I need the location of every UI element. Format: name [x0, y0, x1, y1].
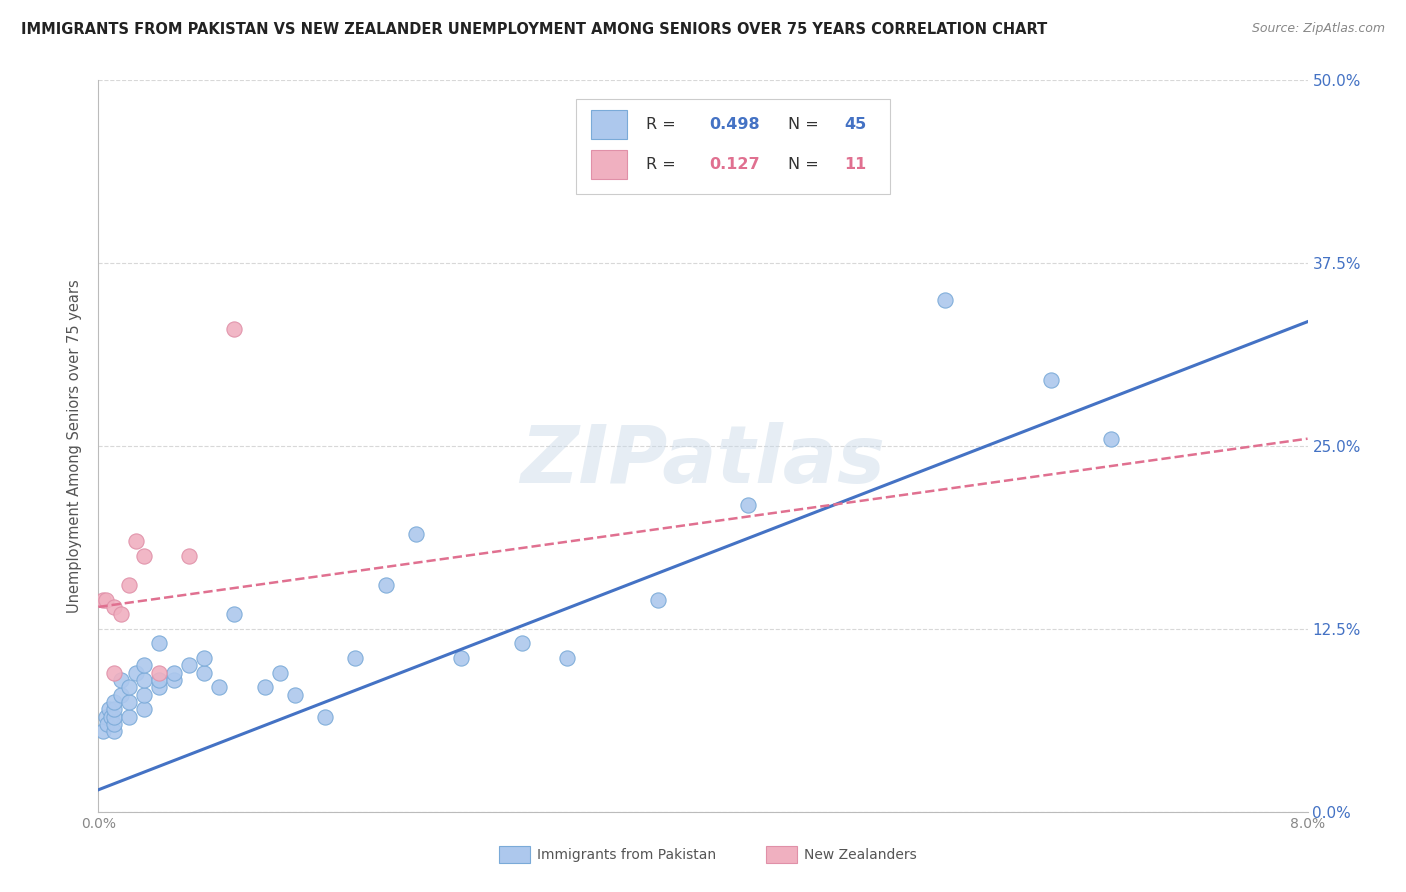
Point [934, 293, 956, 307]
Point [163, 673, 186, 687]
Point [284, 688, 307, 702]
Point [132, 673, 155, 687]
Point [253, 681, 276, 695]
Point [510, 636, 533, 650]
Point [405, 526, 427, 541]
Point [1039, 373, 1062, 387]
Point [91, 592, 114, 607]
Point [179, 549, 201, 563]
Point [132, 658, 155, 673]
Text: New Zealanders: New Zealanders [804, 847, 917, 862]
Point [1099, 432, 1122, 446]
Point [148, 636, 170, 650]
Point [148, 673, 170, 687]
Point [110, 673, 132, 687]
Point [132, 549, 155, 563]
Point [118, 681, 141, 695]
Point [98, 702, 121, 716]
Point [193, 665, 215, 680]
Point [555, 651, 578, 665]
Point [148, 681, 170, 695]
Bar [591, 150, 627, 179]
Text: Immigrants from Pakistan: Immigrants from Pakistan [537, 847, 716, 862]
Bar [591, 110, 627, 139]
Point [125, 665, 148, 680]
Point [103, 599, 125, 614]
Text: N =: N = [787, 117, 818, 132]
Point [374, 578, 396, 592]
Text: 11: 11 [845, 157, 866, 172]
Point [103, 717, 125, 731]
Point [100, 709, 122, 723]
Point [737, 498, 759, 512]
Point [224, 607, 246, 622]
Text: N =: N = [787, 157, 818, 172]
Point [94, 709, 117, 723]
Point [132, 688, 155, 702]
Text: Source: ZipAtlas.com: Source: ZipAtlas.com [1251, 22, 1385, 36]
Point [269, 665, 291, 680]
Point [179, 658, 201, 673]
Y-axis label: Unemployment Among Seniors over 75 years: Unemployment Among Seniors over 75 years [67, 279, 83, 613]
Point [647, 592, 669, 607]
Point [148, 665, 170, 680]
Point [224, 322, 246, 336]
Point [163, 665, 186, 680]
Text: 0.498: 0.498 [709, 117, 759, 132]
Point [91, 724, 114, 739]
Point [103, 695, 125, 709]
Point [103, 709, 125, 723]
Point [208, 681, 231, 695]
Point [125, 534, 148, 549]
Point [132, 702, 155, 716]
Point [118, 695, 141, 709]
Point [103, 724, 125, 739]
Point [94, 592, 117, 607]
Point [193, 651, 215, 665]
Text: IMMIGRANTS FROM PAKISTAN VS NEW ZEALANDER UNEMPLOYMENT AMONG SENIORS OVER 75 YEA: IMMIGRANTS FROM PAKISTAN VS NEW ZEALANDE… [21, 22, 1047, 37]
Point [118, 709, 141, 723]
Point [110, 607, 132, 622]
Text: 45: 45 [845, 117, 866, 132]
Point [118, 578, 141, 592]
FancyBboxPatch shape [576, 99, 890, 194]
Text: R =: R = [647, 157, 676, 172]
Text: 0.127: 0.127 [709, 157, 759, 172]
Point [450, 651, 472, 665]
Point [103, 665, 125, 680]
Text: R =: R = [647, 117, 676, 132]
Point [103, 702, 125, 716]
Text: ZIPatlas: ZIPatlas [520, 422, 886, 500]
Point [110, 688, 132, 702]
Point [314, 709, 336, 723]
Point [96, 717, 118, 731]
Point [344, 651, 367, 665]
